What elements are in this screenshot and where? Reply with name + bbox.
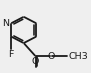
Text: N: N [2,19,9,28]
Text: O: O [32,57,39,66]
Text: CH3: CH3 [69,52,88,61]
Text: F: F [8,50,14,59]
Text: O: O [47,52,55,61]
